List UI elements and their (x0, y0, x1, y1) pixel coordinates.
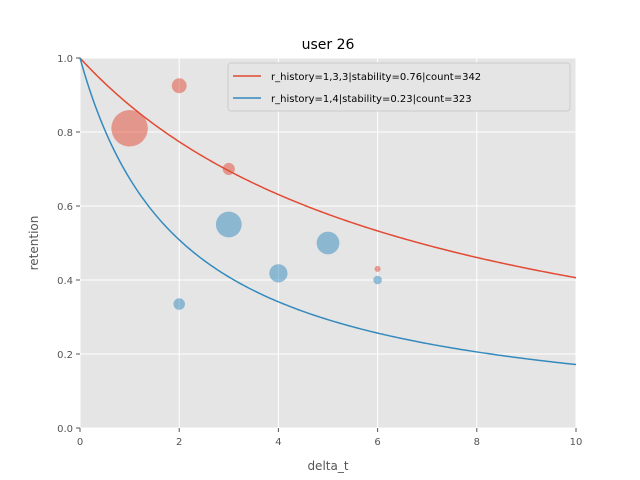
y-tick-label: 0.4 (57, 276, 73, 287)
x-tick-label: 6 (374, 437, 380, 448)
x-tick-label: 4 (275, 437, 281, 448)
grid (79, 57, 577, 429)
legend: r_history=1,3,3|stability=0.76|count=342… (227, 62, 571, 112)
fitted-curve (79, 57, 577, 279)
y-tick-label: 1.0 (57, 54, 73, 65)
legend-box (227, 62, 571, 112)
chart-title: user 26 (302, 37, 355, 53)
curves (79, 57, 577, 366)
legend-entry: r_history=1,3,3|stability=0.76|count=342 (271, 72, 481, 83)
y-axis-label: retention (27, 216, 41, 271)
y-tick-label: 0.6 (57, 202, 73, 213)
data-point (269, 264, 288, 283)
data-point (173, 298, 185, 310)
x-axis-label: delta_t (307, 459, 348, 473)
y-tick-label: 0.0 (57, 424, 73, 435)
ticks: 0 2 4 6 8 10 0.0 0.2 0.4 0.6 0.8 1.0 (57, 54, 582, 448)
data-point (374, 265, 381, 272)
x-tick-label: 0 (77, 437, 83, 448)
fitted-curve (79, 57, 577, 366)
data-point (171, 78, 187, 94)
x-tick-label: 8 (474, 437, 480, 448)
data-point (111, 110, 148, 147)
data-point (316, 231, 340, 255)
points (111, 78, 382, 310)
data-point (222, 162, 235, 176)
x-tick-label: 2 (176, 437, 182, 448)
y-tick-label: 0.8 (57, 128, 73, 139)
y-tick-label: 0.2 (57, 350, 73, 361)
legend-entry: r_history=1,4|stability=0.23|count=323 (271, 94, 472, 105)
x-tick-label: 10 (570, 437, 583, 448)
data-point (373, 275, 382, 285)
data-point (215, 211, 242, 238)
